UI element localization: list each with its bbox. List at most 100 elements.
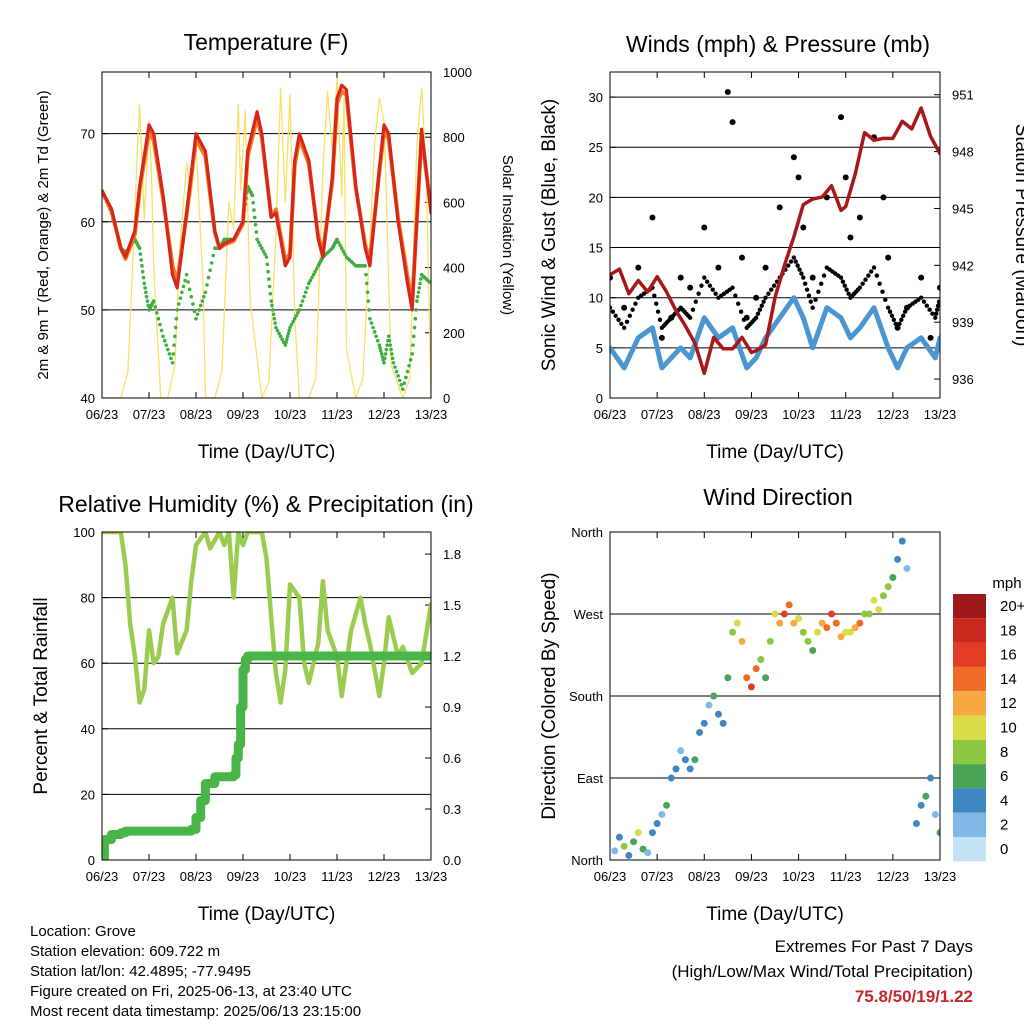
data-point — [899, 317, 904, 322]
series-gust-cloud — [610, 255, 940, 330]
data-point — [267, 277, 271, 281]
data-point — [621, 325, 627, 330]
data-point — [844, 287, 849, 292]
data-point — [391, 360, 396, 365]
data-point — [366, 299, 371, 303]
data-point — [937, 284, 940, 291]
y2-tick-label: 948 — [952, 145, 974, 160]
data-point — [857, 285, 863, 290]
data-point — [677, 274, 684, 281]
legend-label: 14 — [1000, 671, 1017, 688]
data-point — [851, 624, 859, 632]
data-point — [860, 281, 865, 286]
data-point — [397, 378, 402, 383]
data-point — [804, 637, 812, 645]
x-tick-label: 08/23 — [180, 869, 213, 884]
data-point — [902, 309, 908, 314]
location-text: Location: Grove — [30, 923, 136, 940]
data-point — [143, 286, 147, 290]
data-point — [385, 343, 389, 347]
extremes-values: 75.8/50/19/1.22 — [854, 987, 973, 1006]
y-tick-label: 80 — [81, 591, 95, 606]
data-point — [254, 230, 259, 234]
x-tick-label: 11/23 — [830, 407, 862, 422]
data-point — [927, 307, 932, 312]
y-tick-label: 50 — [81, 303, 95, 318]
data-point — [363, 264, 368, 268]
data-point — [253, 222, 258, 227]
plot-area — [102, 77, 431, 398]
data-point — [799, 628, 807, 636]
legend-label: 4 — [1000, 792, 1008, 809]
data-point — [261, 249, 266, 253]
data-point — [619, 321, 624, 326]
x-tick-label: 10/23 — [782, 869, 815, 884]
data-point — [912, 820, 920, 828]
data-point — [205, 283, 209, 287]
data-point — [174, 316, 179, 321]
data-point — [285, 334, 290, 339]
x-tick-label: 09/23 — [227, 869, 260, 884]
data-point — [776, 619, 784, 627]
data-point — [284, 340, 288, 344]
data-point — [170, 360, 175, 365]
y-tick-label: East — [577, 771, 603, 786]
data-point — [186, 280, 190, 284]
data-point — [809, 274, 816, 281]
data-point — [610, 309, 616, 314]
data-point — [396, 374, 400, 378]
data-point — [404, 375, 408, 380]
y2-tick-label: 1.5 — [443, 598, 461, 613]
data-point — [635, 264, 642, 271]
data-point — [793, 259, 798, 264]
data-point — [137, 246, 142, 251]
y-tick-label: North — [571, 853, 603, 868]
x-tick-label: 12/23 — [368, 407, 401, 422]
station-info: Location: Grove Station elevation: 609.7… — [30, 922, 361, 1022]
data-point — [286, 331, 291, 336]
data-point — [285, 337, 289, 342]
data-point — [372, 330, 377, 334]
data-point — [405, 369, 410, 374]
data-point — [883, 297, 888, 302]
data-point — [846, 291, 851, 296]
data-point — [802, 281, 808, 286]
data-point — [296, 311, 300, 315]
chart-panel-2: Winds (mph) & Pressure (mb) Time (Day/UTC… — [539, 31, 1024, 463]
data-point — [681, 756, 689, 764]
y2-tick-label: 942 — [952, 258, 974, 273]
data-point — [194, 316, 198, 321]
data-point — [747, 683, 755, 691]
data-point — [382, 356, 387, 361]
y-tick-label: 15 — [589, 241, 603, 256]
data-point — [868, 269, 874, 274]
data-point — [264, 255, 269, 259]
series-dewpoint-points — [102, 184, 431, 391]
data-point — [903, 564, 911, 572]
y-tick-label: 0 — [88, 853, 95, 868]
data-point — [416, 290, 421, 295]
data-point — [755, 311, 761, 316]
data-point — [162, 338, 167, 343]
data-point — [701, 224, 708, 231]
y-tick-label: 30 — [589, 90, 603, 105]
data-point — [885, 254, 892, 261]
legend-swatch — [953, 715, 986, 740]
data-point — [375, 338, 380, 343]
data-point — [710, 692, 718, 700]
data-point — [402, 381, 407, 386]
plot-area — [610, 89, 940, 376]
data-point — [365, 290, 370, 295]
data-point — [252, 215, 257, 220]
legend-swatch — [953, 788, 986, 813]
data-point — [378, 346, 382, 350]
data-point — [625, 851, 633, 859]
data-point — [667, 774, 675, 782]
data-point — [866, 273, 871, 278]
data-point — [795, 174, 802, 181]
data-point — [649, 214, 656, 221]
data-point — [687, 315, 693, 320]
legend-label: 0 — [1000, 841, 1008, 858]
data-point — [313, 269, 317, 274]
